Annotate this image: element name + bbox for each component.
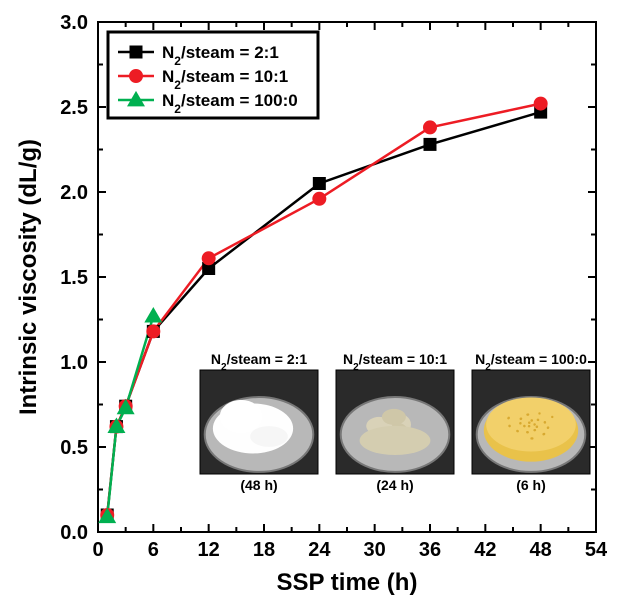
- x-tick-label: 6: [148, 539, 159, 561]
- y-axis-title: Intrinsic viscosity (dL/g): [15, 139, 42, 415]
- x-axis-title: SSP time (h): [277, 569, 418, 596]
- y-tick-label: 2.5: [60, 97, 88, 119]
- inset-caption: (48 h): [240, 477, 277, 493]
- x-tick-label: 0: [92, 539, 103, 561]
- y-tick-label: 0.0: [60, 522, 88, 544]
- svg-text:N2/steam = 2:1: N2/steam = 2:1: [211, 351, 307, 373]
- y-tick-label: 2.0: [60, 182, 88, 204]
- y-tick-label: 0.5: [60, 437, 88, 459]
- x-tick-label: 36: [419, 539, 441, 561]
- y-tick-label: 1.0: [60, 352, 88, 374]
- inset-caption: (6 h): [516, 477, 546, 493]
- inset-photo: N2/steam = 2:1 (48 h): [200, 351, 318, 493]
- y-tick-label: 3.0: [60, 12, 88, 34]
- svg-text:N2/steam = 100:0: N2/steam = 100:0: [475, 351, 587, 373]
- inset-photo: N2/steam = 10:1 (24 h): [336, 351, 454, 493]
- x-tick-label: 18: [253, 539, 275, 561]
- y-tick-label: 1.5: [60, 267, 88, 289]
- inset-caption: (24 h): [376, 477, 413, 493]
- series-line-s3: [107, 316, 153, 517]
- x-tick-label: 12: [198, 539, 220, 561]
- x-tick-label: 42: [474, 539, 496, 561]
- x-tick-label: 24: [308, 539, 331, 561]
- viscosity-chart: 0 6 12 18 24 30 36 42 48 54 0.0 0.5 1.0 1.5 2.0 2.5 3.0 S…: [0, 0, 630, 616]
- inset-photo: N2/steam = 100:0 (6 h): [472, 351, 590, 493]
- x-tick-label: 54: [585, 539, 608, 561]
- svg-text:N2/steam = 10:1: N2/steam = 10:1: [343, 351, 447, 373]
- x-tick-label: 30: [364, 539, 386, 561]
- x-tick-label: 48: [530, 539, 552, 561]
